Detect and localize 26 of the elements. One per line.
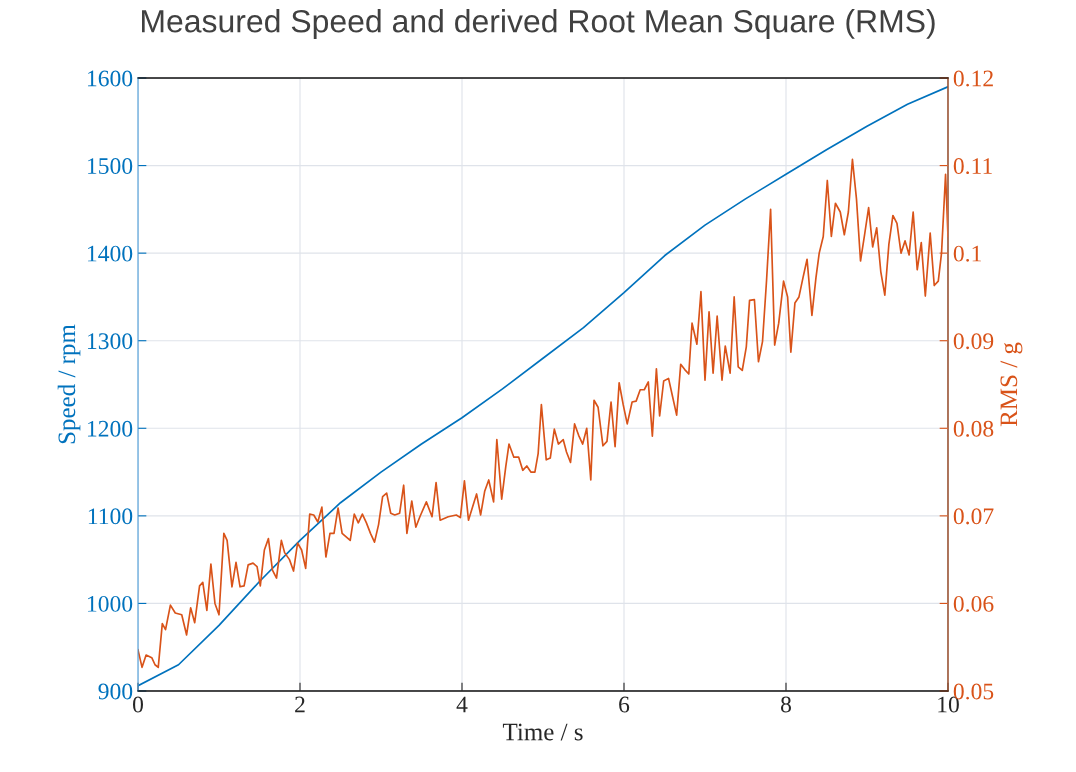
y2-tick-label: 0.07 — [953, 508, 994, 525]
x-tick-label: 2 — [295, 696, 305, 713]
y-tick-label: 1200 — [87, 420, 133, 437]
y2-tick-label: 0.12 — [953, 70, 993, 87]
y-tick-label: 1600 — [87, 70, 133, 87]
x-axis-title: Time / s — [502, 723, 583, 741]
x-tick-label: 4 — [456, 696, 468, 713]
y2-tick-label: 0.11 — [953, 158, 992, 175]
y2-tick-label: 0.1 — [953, 245, 981, 262]
x-tick-label: 8 — [781, 696, 791, 713]
y2-tick-label: 0.08 — [953, 420, 994, 437]
y2-axis-title: RMS / g — [1000, 342, 1023, 427]
x-tick-label: 0 — [133, 696, 143, 713]
x-tick-label: 6 — [619, 696, 630, 713]
y-axis-title: Speed / rpm — [57, 324, 81, 444]
y-tick-label: 1400 — [87, 245, 133, 262]
y-tick-label: 1300 — [87, 333, 133, 350]
line-series — [138, 158, 948, 669]
y2-tick-label: 0.09 — [953, 333, 994, 350]
chart-title: Measured Speed and derived Root Mean Square (RMS) — [142, 9, 935, 39]
y-tick-label: 1500 — [87, 158, 133, 174]
y2-tick-label: 0.06 — [953, 595, 994, 612]
line-series — [138, 85, 948, 687]
y-tick-label: 900 — [98, 683, 133, 700]
y-tick-label: 1000 — [87, 595, 133, 612]
y-tick-label: 1100 — [88, 508, 133, 525]
